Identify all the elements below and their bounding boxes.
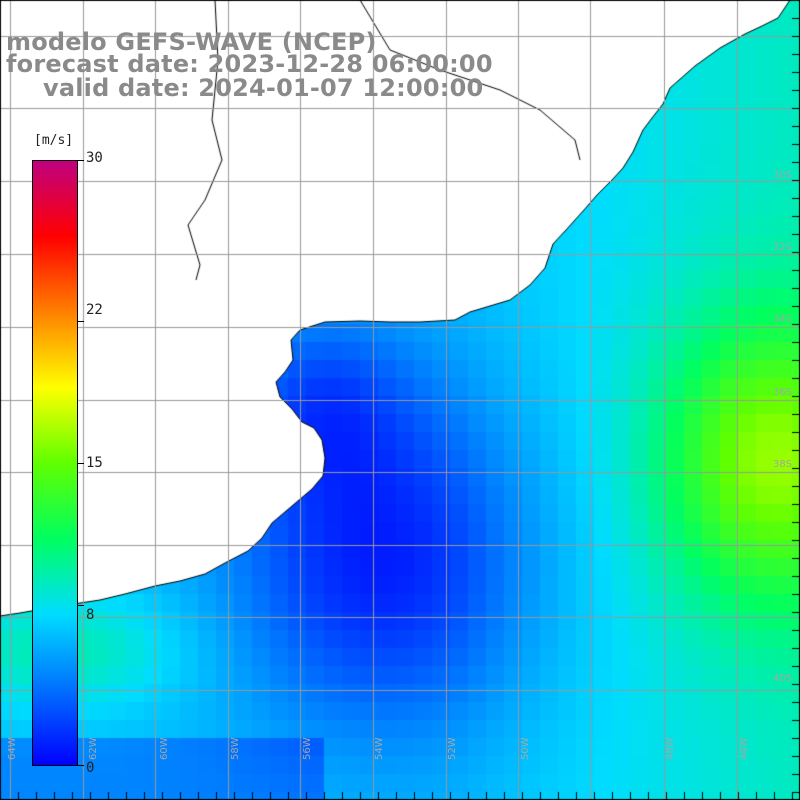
lon-label-52w: 52W <box>447 737 458 760</box>
tick-mark-30 <box>78 160 84 161</box>
tick-mark-0 <box>78 765 84 766</box>
tick-label-30: 30 <box>86 150 103 166</box>
forecast-date: forecast date: 2023-12-28 06:00:00 <box>6 50 493 78</box>
valid-date: valid date: 2024-01-07 12:00:00 <box>43 74 484 102</box>
tick-mark-22 <box>78 321 84 322</box>
lon-label-54w: 54W <box>374 737 385 760</box>
tick-label-22: 22 <box>86 302 103 318</box>
lat-label-40s: 40S <box>773 673 793 684</box>
lon-label-48w: 48W <box>665 737 676 760</box>
lon-label-58w: 58W <box>230 737 241 760</box>
colorbar-unit: [m/s] <box>34 133 74 148</box>
lon-label-56w: 56W <box>302 737 313 760</box>
lon-label-60w: 60W <box>159 737 170 760</box>
colorbar <box>32 160 78 766</box>
model-title: modelo GEFS-WAVE (NCEP) <box>6 28 377 56</box>
tick-label-15: 15 <box>86 455 103 471</box>
tick-label-0: 0 <box>86 760 95 776</box>
lat-label-34s: 34S <box>773 314 793 325</box>
lat-label-36s: 36S <box>773 387 793 398</box>
lon-label-46w: 46W <box>739 737 750 760</box>
lon-label-64w: 64W <box>7 737 18 760</box>
lat-label-38s: 38S <box>773 459 793 470</box>
lon-label-62w: 62W <box>88 737 99 760</box>
tick-mark-8 <box>78 605 84 606</box>
lat-label-32s: 32S <box>773 242 793 253</box>
tick-mark-15 <box>78 463 84 464</box>
lon-label-50w: 50W <box>520 737 531 760</box>
tick-label-8: 8 <box>86 607 95 623</box>
lat-label-30s: 30S <box>773 170 793 181</box>
